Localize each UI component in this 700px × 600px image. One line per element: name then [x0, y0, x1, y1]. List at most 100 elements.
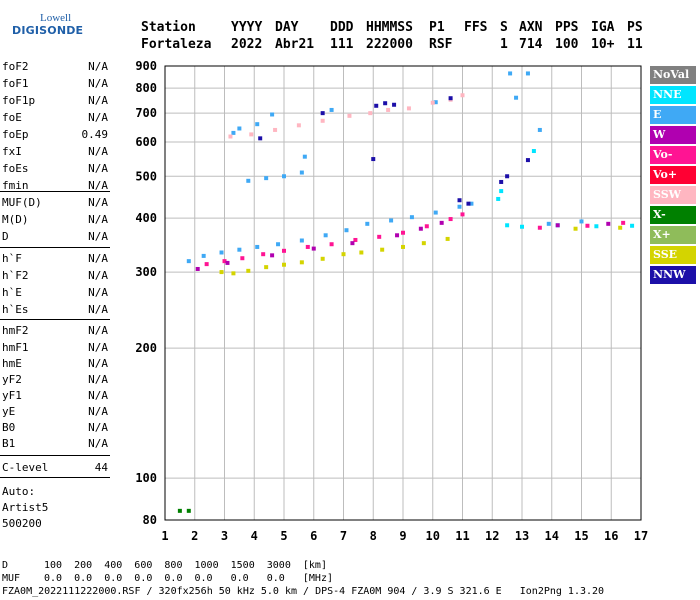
param-row: B1 N/A: [2, 437, 108, 450]
ionogram-chart: 1 2 3 4 5 6 7 8 9 10 11 12 13 14 15 16 17 80100200300400…: [135, 59, 648, 543]
series-e: [186, 71, 584, 264]
data-point: [299, 238, 304, 243]
data-point: [421, 241, 426, 246]
series-nnw: [258, 96, 530, 206]
data-point: [531, 149, 536, 154]
header-station-value: Fortaleza: [141, 37, 212, 52]
header-ddd-value: 111: [330, 37, 354, 52]
data-point: [186, 259, 191, 264]
data-point: [439, 220, 444, 225]
param-name: foEs: [2, 162, 29, 175]
data-point: [395, 233, 400, 238]
param-row: hmF2 N/A: [2, 324, 108, 337]
header-year-value: 2022: [231, 37, 263, 52]
legend-item: E: [650, 106, 696, 124]
param-name: foF1: [2, 77, 29, 90]
data-point: [320, 256, 325, 261]
data-point: [201, 253, 206, 258]
x-tick-label: 15: [574, 529, 588, 543]
header-s-label: S: [500, 20, 508, 35]
legend-item: X-: [650, 206, 696, 224]
y-tick-label: 900: [135, 59, 157, 73]
data-point: [430, 100, 435, 105]
data-point: [344, 228, 349, 233]
data-point: [231, 130, 236, 135]
data-point: [469, 201, 474, 206]
param-value: N/A: [88, 341, 108, 354]
divider: [0, 247, 110, 248]
x-tick-label: 5: [280, 529, 287, 543]
data-point: [323, 233, 328, 238]
data-point: [505, 174, 510, 179]
param-row: C-level 44: [2, 461, 108, 474]
data-point: [499, 189, 504, 194]
data-point: [555, 223, 560, 228]
data-point: [630, 223, 635, 228]
param-value: N/A: [88, 286, 108, 299]
data-point: [380, 247, 385, 252]
data-point: [261, 252, 266, 257]
data-point: [433, 210, 438, 215]
data-point: [186, 508, 191, 513]
data-point: [606, 221, 611, 226]
x-tick-label: 3: [221, 529, 228, 543]
data-point: [424, 224, 429, 229]
param-name: hmE: [2, 357, 22, 370]
data-point: [264, 265, 269, 270]
data-point: [320, 118, 325, 123]
param-value: N/A: [88, 162, 108, 175]
param-value: 0.49: [81, 128, 109, 141]
param-row: foEp 0.49: [2, 128, 108, 141]
data-point: [329, 242, 334, 247]
data-point: [460, 93, 465, 98]
header-ps-value: 11: [627, 37, 643, 52]
y-tick-label: 100: [135, 471, 157, 485]
data-point: [296, 123, 301, 128]
x-tick-label: 9: [399, 529, 406, 543]
data-point: [525, 71, 530, 76]
param-name: yF1: [2, 389, 22, 402]
data-point: [386, 107, 391, 112]
param-name: h`Es: [2, 303, 29, 316]
series-x-: [177, 508, 191, 513]
data-point: [276, 242, 281, 247]
param-value: N/A: [88, 252, 108, 265]
param-row: hmF1 N/A: [2, 341, 108, 354]
x-tick-label: 1: [161, 529, 168, 543]
data-point: [219, 250, 224, 255]
data-point: [392, 102, 397, 107]
header-day-value: Abr21: [275, 37, 315, 52]
divider: [0, 477, 110, 478]
data-point: [537, 127, 542, 132]
data-point: [514, 95, 519, 100]
param-row: MUF(D) N/A: [2, 196, 108, 209]
data-point: [347, 113, 352, 118]
data-point: [505, 223, 510, 228]
param-row: fmin N/A: [2, 179, 108, 192]
param-value: N/A: [88, 196, 108, 209]
header-axn-label: AXN: [519, 20, 543, 35]
data-point: [255, 122, 260, 127]
data-point: [460, 212, 465, 217]
legend-item: X+: [650, 226, 696, 244]
param-row: h`F2 N/A: [2, 269, 108, 282]
x-tick-label: 6: [310, 529, 317, 543]
logo-digisonde: DIGISONDE: [12, 24, 84, 37]
data-point: [406, 106, 411, 111]
data-point: [270, 253, 275, 258]
data-point: [228, 134, 233, 139]
header-year-label: YYYY: [231, 20, 263, 35]
data-point: [457, 198, 462, 203]
data-point: [305, 244, 310, 249]
data-point: [302, 154, 307, 159]
param-row: D N/A: [2, 230, 108, 243]
data-point: [618, 225, 623, 230]
data-point: [374, 103, 379, 108]
y-axis: 80 100 200 300 400 500 600 700 800 900: [135, 59, 157, 527]
series-w: [195, 220, 611, 271]
legend-item: NNE: [650, 86, 696, 104]
data-point: [621, 220, 626, 225]
param-value: N/A: [88, 389, 108, 402]
param-value: N/A: [88, 179, 108, 192]
x-tick-label: 7: [340, 529, 347, 543]
